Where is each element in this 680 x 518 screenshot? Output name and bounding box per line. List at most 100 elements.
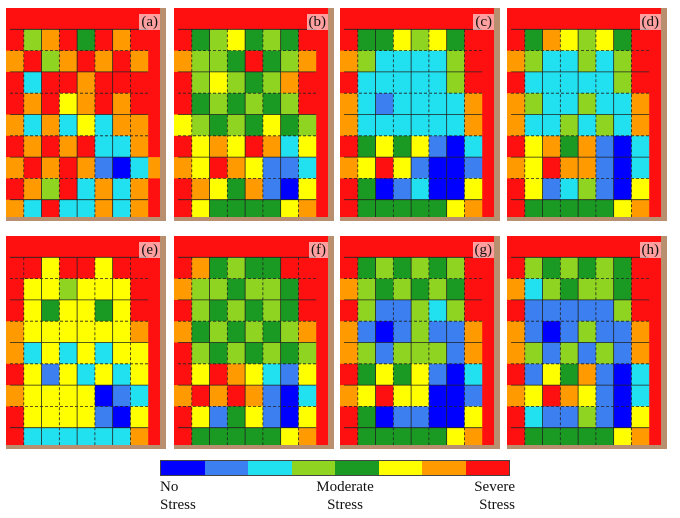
stress-cell (245, 363, 264, 386)
stress-cell (209, 29, 228, 52)
stress-cell (393, 157, 412, 179)
stress-cell (411, 236, 430, 258)
stress-cell (41, 178, 60, 201)
stress-cell (59, 178, 78, 201)
stress-cell (112, 406, 131, 429)
stress-cell (227, 29, 246, 52)
stress-cell (507, 93, 526, 115)
stress-cell (613, 93, 632, 115)
stress-cell (595, 157, 615, 179)
stress-cell (59, 363, 78, 386)
stress-cell (446, 406, 465, 429)
stress-cell (298, 321, 317, 343)
stress-cell (298, 342, 317, 365)
stress-cell (446, 236, 465, 258)
stress-cell (112, 114, 131, 137)
stress-cell (174, 199, 193, 221)
stress-cell (23, 385, 43, 407)
stress-cell (191, 321, 211, 343)
soil-edge (507, 217, 667, 221)
stress-cell (357, 29, 377, 52)
stress-cell (411, 299, 430, 322)
stress-cell (393, 114, 412, 137)
stress-cell (595, 427, 615, 449)
stress-cell (560, 299, 579, 322)
stress-cell (6, 321, 25, 343)
stress-cell (59, 29, 78, 52)
stress-cell (59, 157, 78, 179)
stress-cell (560, 363, 579, 386)
stress-cell (23, 114, 43, 137)
stress-cell (357, 8, 377, 30)
stress-cell (209, 114, 228, 137)
panel-label: (c) (473, 14, 494, 30)
stress-cell (280, 427, 299, 449)
stress-cell (77, 50, 96, 73)
stress-cell (542, 50, 561, 73)
panel-label: (b) (306, 14, 328, 30)
stress-cell (112, 50, 131, 73)
legend-label-no-stress: No Stress (160, 479, 196, 513)
stress-cell (375, 257, 394, 280)
stress-cell (112, 257, 131, 280)
stress-cell (23, 29, 43, 52)
stress-cell (393, 50, 412, 73)
stress-cell (375, 135, 394, 158)
stress-cell (595, 114, 615, 137)
stress-cell (227, 178, 246, 201)
stress-cell (94, 278, 114, 301)
stress-cell (446, 299, 465, 322)
stress-cell (542, 363, 561, 386)
stress-cell (613, 8, 632, 30)
stress-cell (23, 278, 43, 301)
stress-cell (446, 135, 465, 158)
stress-cell (298, 29, 317, 52)
stress-cell (542, 406, 561, 429)
stress-cell (507, 321, 526, 343)
stress-cell (191, 114, 211, 137)
stress-cell (631, 299, 650, 322)
stress-cell (77, 299, 96, 322)
stress-cell (6, 8, 25, 30)
stress-cell (130, 29, 149, 52)
stress-cell (23, 299, 43, 322)
stress-cell (464, 363, 483, 386)
stress-cell (209, 178, 228, 201)
stress-cell (41, 236, 60, 258)
stress-cell (357, 257, 377, 280)
stress-cell (631, 406, 650, 429)
stress-map-panel: (a) (6, 8, 166, 221)
stress-cell (94, 50, 114, 73)
stress-cell (411, 342, 430, 365)
stress-cell (542, 278, 561, 301)
panel-label: (h) (639, 242, 661, 258)
stress-cell (130, 342, 149, 365)
soil-edge (6, 445, 166, 449)
stress-cell (6, 278, 25, 301)
stress-cell (6, 363, 25, 386)
stress-cell (507, 406, 526, 429)
stress-cell (631, 178, 650, 201)
stress-cell (41, 135, 60, 158)
stress-cell (507, 114, 526, 137)
stress-cell (191, 236, 211, 258)
stress-cell (77, 236, 96, 258)
stress-cell (245, 29, 264, 52)
stress-cell (613, 114, 632, 137)
legend-swatch-2 (248, 461, 292, 475)
legend-label-moderate-stress: Moderate Stress (316, 479, 374, 513)
stress-cell (280, 29, 299, 52)
stress-cell (209, 427, 228, 449)
stress-cell (393, 363, 412, 386)
stress-cell (464, 385, 483, 407)
stress-cell (298, 178, 317, 201)
stress-cell (174, 299, 193, 322)
stress-cell (464, 342, 483, 365)
stress-cell (428, 71, 448, 94)
stress-cell (524, 278, 544, 301)
stress-cell (209, 50, 228, 73)
stress-cell (191, 178, 211, 201)
stress-cell (209, 157, 228, 179)
stress-cell (613, 427, 632, 449)
stress-cell (393, 29, 412, 52)
